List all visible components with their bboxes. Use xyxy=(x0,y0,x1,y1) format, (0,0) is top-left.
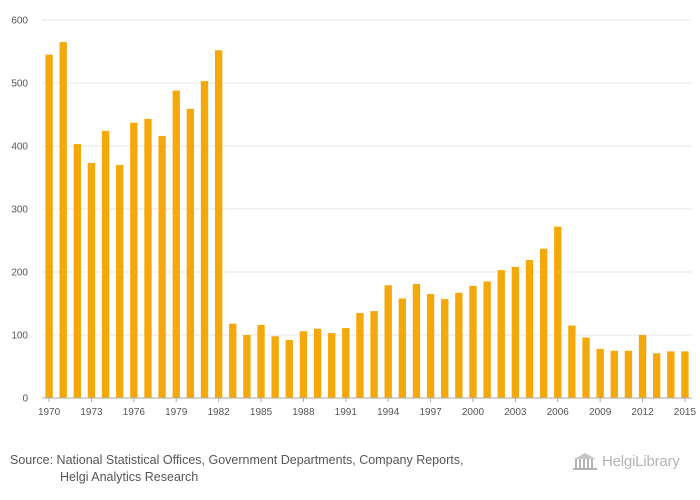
source-line-2: Helgi Analytics Research xyxy=(60,470,199,484)
bar-1974[interactable] xyxy=(101,130,110,398)
bar-1986[interactable] xyxy=(271,336,279,398)
bar-2004[interactable] xyxy=(525,260,534,398)
bar-1991[interactable] xyxy=(342,328,350,398)
gridlines xyxy=(42,19,692,336)
bar-2007[interactable] xyxy=(568,325,576,398)
bar-2000[interactable] xyxy=(469,285,477,398)
bar-2009[interactable] xyxy=(596,348,604,398)
bar-1975[interactable] xyxy=(116,164,124,398)
bar-1982[interactable] xyxy=(214,50,223,399)
bar-2014[interactable] xyxy=(667,351,675,398)
x-tick-label: 2015 xyxy=(674,407,697,418)
bar-1976[interactable] xyxy=(130,122,138,398)
x-tick-label: 1973 xyxy=(80,407,103,418)
bar-2012[interactable] xyxy=(638,335,647,398)
source-line-1: Source: National Statistical Offices, Go… xyxy=(10,453,464,467)
chart: 0 100 200 300 400 500 600 1970 1973 1976 1979 1982… xyxy=(11,16,697,419)
bar-1992[interactable] xyxy=(356,312,364,398)
bar-2008[interactable] xyxy=(582,337,590,398)
x-tick-label: 1997 xyxy=(419,407,442,418)
bar-2001[interactable] xyxy=(483,281,491,398)
y-tick-label: 500 xyxy=(11,79,28,90)
bar-2015[interactable] xyxy=(681,351,689,398)
bar-1984[interactable] xyxy=(243,335,251,398)
bar-1985[interactable] xyxy=(257,324,265,398)
bar-1972[interactable] xyxy=(73,144,81,398)
y-tick-label: 100 xyxy=(11,331,28,342)
bar-1978[interactable] xyxy=(158,135,166,399)
bar-2005[interactable] xyxy=(539,248,548,398)
y-tick-labels: 0 100 200 300 400 500 600 xyxy=(11,16,28,405)
x-tick-label: 1985 xyxy=(250,407,273,418)
x-tick-label: 1988 xyxy=(292,407,315,418)
bar-1971[interactable] xyxy=(59,42,67,399)
bar-1994[interactable] xyxy=(384,285,392,398)
y-tick-label: 400 xyxy=(11,142,28,153)
y-tick-label: 200 xyxy=(11,268,28,279)
bar-2002[interactable] xyxy=(497,270,505,398)
bar-1981[interactable] xyxy=(200,81,209,399)
bar-1970[interactable] xyxy=(45,54,53,399)
x-tick-labels: 1970 1973 1976 1979 1982 1985 1988 1991 1994 1997… xyxy=(38,407,697,418)
y-tick-label: 300 xyxy=(11,205,28,216)
bar-1998[interactable] xyxy=(441,299,449,398)
bar-2013[interactable] xyxy=(653,353,661,398)
bar-1987[interactable] xyxy=(285,340,293,398)
x-tick-label: 2003 xyxy=(504,407,527,418)
y-tick-label: 600 xyxy=(11,16,28,27)
bar-1990[interactable] xyxy=(328,333,336,398)
bar-1977[interactable] xyxy=(144,118,152,398)
bar-series xyxy=(45,42,689,399)
helgi-library-logo: HelgiLibrary xyxy=(572,449,694,473)
x-tick-label: 1982 xyxy=(208,407,231,418)
bar-1988[interactable] xyxy=(299,331,308,398)
bar-1979[interactable] xyxy=(172,90,180,398)
logo-text: HelgiLibrary xyxy=(602,452,680,470)
axes xyxy=(42,397,692,402)
x-tick-label: 1979 xyxy=(165,407,188,418)
x-tick-label: 2006 xyxy=(547,407,570,418)
x-tick-label: 2012 xyxy=(631,407,654,418)
x-tick-label: 1970 xyxy=(38,407,61,418)
bar-1989[interactable] xyxy=(313,328,322,398)
bar-1996[interactable] xyxy=(412,283,421,398)
x-tick-label: 1991 xyxy=(335,407,358,418)
bar-2011[interactable] xyxy=(624,350,633,398)
bar-1980[interactable] xyxy=(186,108,195,398)
x-tick-label: 1976 xyxy=(123,407,146,418)
bar-2006[interactable] xyxy=(554,226,562,398)
bar-2010[interactable] xyxy=(610,350,618,398)
bar-1995[interactable] xyxy=(398,298,406,398)
bar-1973[interactable] xyxy=(87,163,96,398)
library-building-icon xyxy=(573,453,597,470)
y-tick-label: 0 xyxy=(22,394,28,405)
bar-2003[interactable] xyxy=(511,266,520,398)
x-tick-label: 1994 xyxy=(377,407,400,418)
x-tick-label: 2009 xyxy=(589,407,612,418)
bar-1983[interactable] xyxy=(229,323,237,398)
bar-1993[interactable] xyxy=(370,311,378,398)
source-note: Source: National Statistical Offices, Go… xyxy=(10,452,570,486)
bar-1999[interactable] xyxy=(455,292,463,398)
x-tick-label: 2000 xyxy=(462,407,485,418)
bar-1997[interactable] xyxy=(426,294,435,398)
